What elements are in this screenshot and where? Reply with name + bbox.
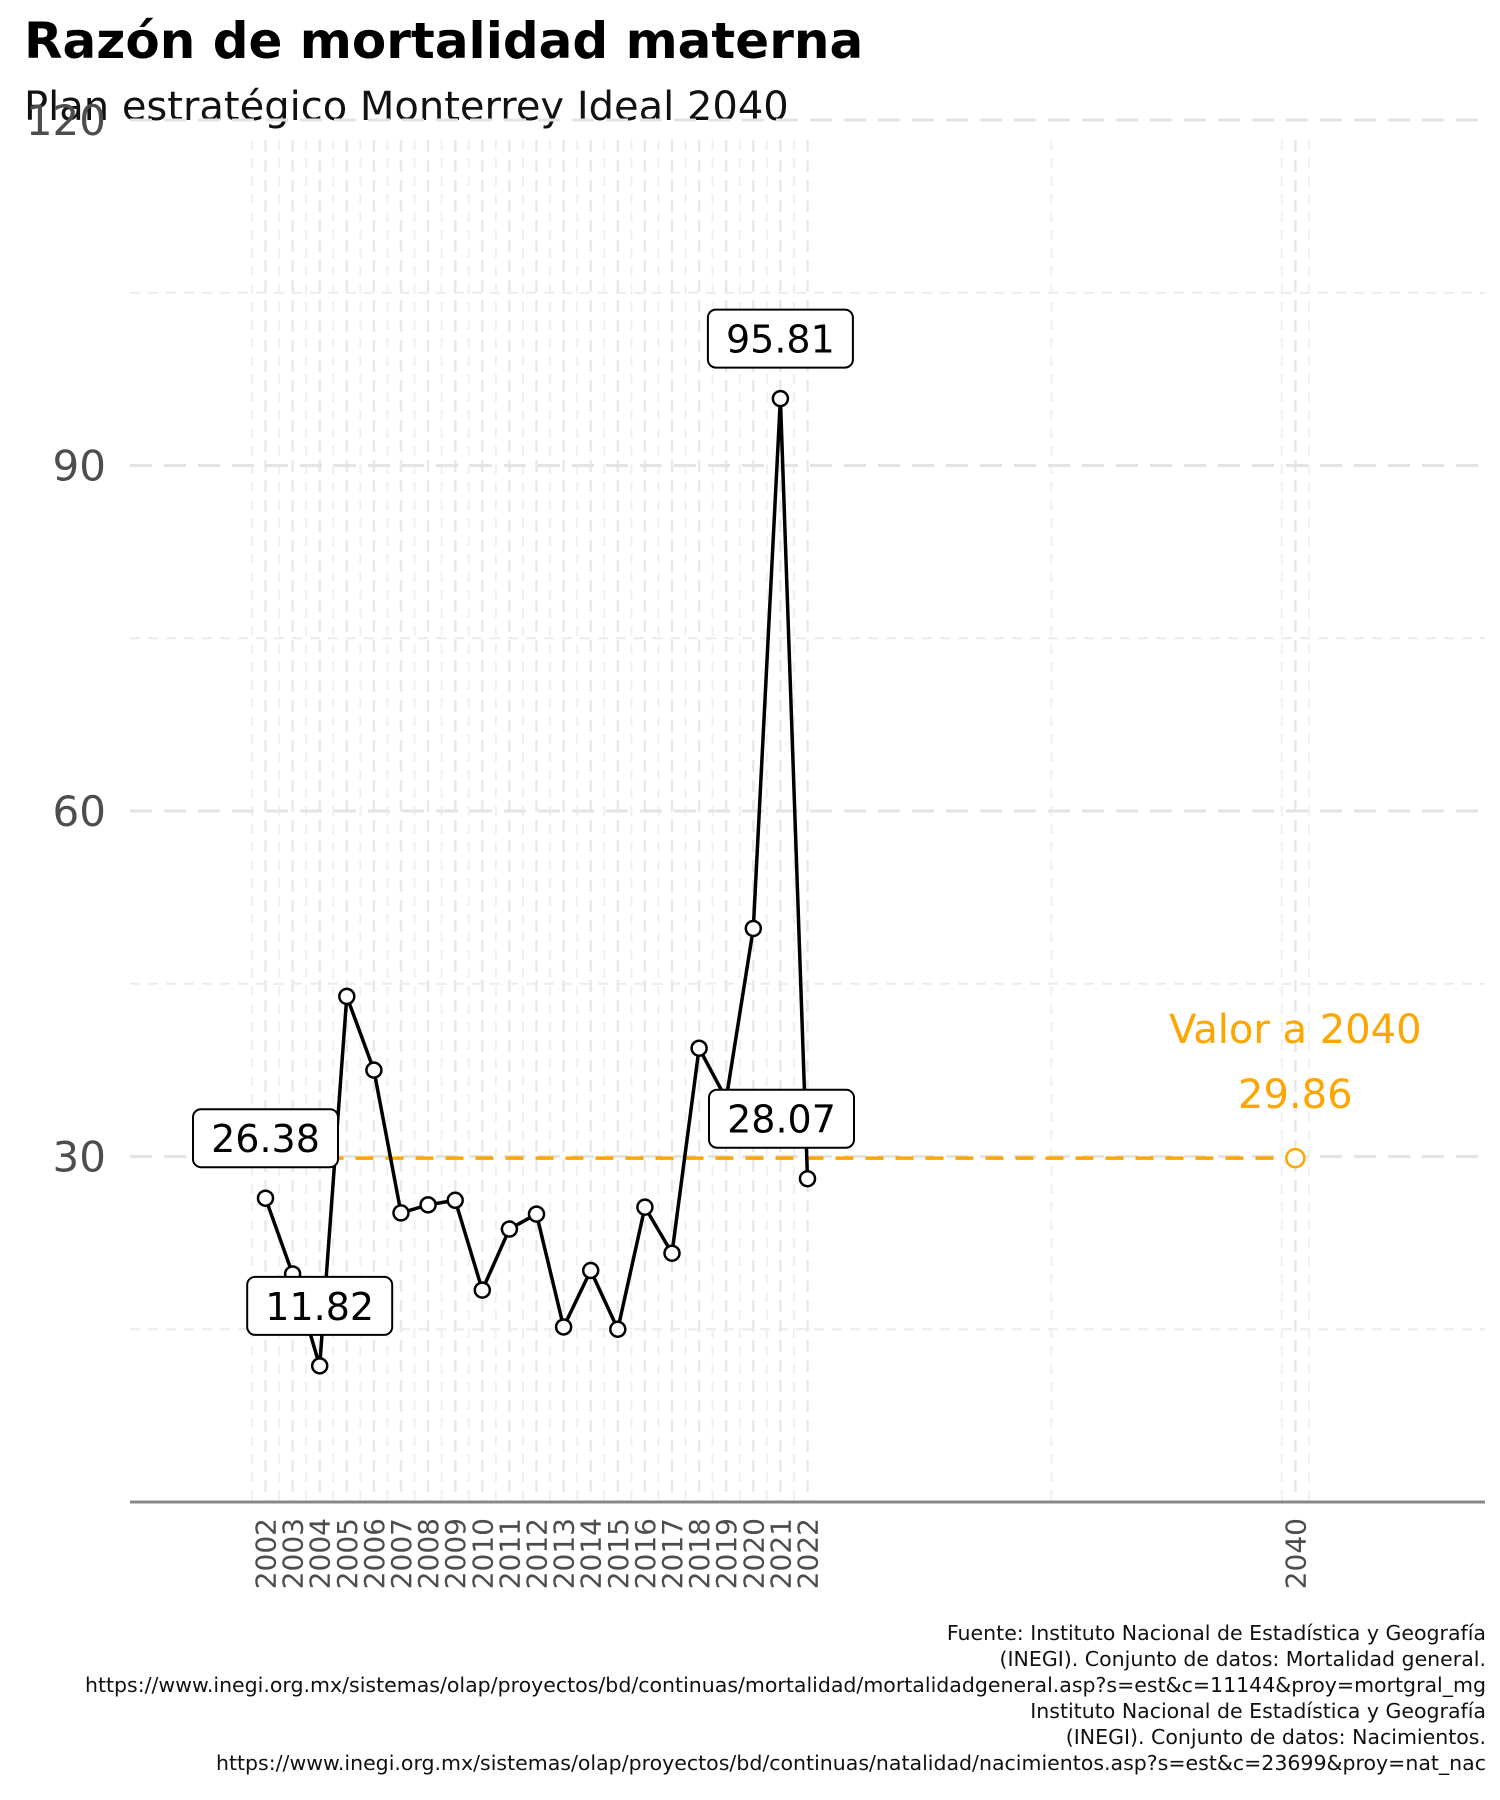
x-tick-label: 2022 [792, 1518, 825, 1589]
chart-title: Razón de mortalidad materna [24, 12, 864, 70]
data-label-text: 28.07 [727, 1098, 836, 1142]
data-point [744, 919, 763, 938]
data-point [581, 1261, 600, 1280]
data-point [690, 1039, 708, 1057]
y-tick-label: 30 [53, 1133, 106, 1182]
y-tick-label: 60 [53, 787, 106, 836]
x-tick-label: 2007 [385, 1518, 418, 1589]
data-label-text: 11.82 [265, 1285, 374, 1329]
x-tick-label: 2018 [683, 1518, 716, 1589]
x-tick-label: 2004 [304, 1518, 337, 1589]
data-label-text: 26.38 [211, 1117, 320, 1161]
caption-line: Fuente: Instituto Nacional de Estadístic… [946, 1621, 1486, 1645]
data-label-box [708, 1088, 855, 1149]
x-tick-label: 2040 [1279, 1518, 1312, 1589]
x-tick-label: 2006 [358, 1518, 391, 1589]
x-tick-label: 2008 [412, 1518, 445, 1589]
data-point [365, 1061, 383, 1079]
y-tick-label: 90 [53, 442, 106, 491]
data-point [663, 1244, 681, 1262]
x-tick-label: 2014 [575, 1518, 608, 1589]
data-point [636, 1198, 654, 1216]
data-point [473, 1281, 492, 1299]
data-label-text: 95.81 [726, 318, 835, 362]
x-tick-label: 2016 [629, 1518, 662, 1589]
y-tick-label: 120 [26, 96, 106, 145]
x-tick-label: 2003 [277, 1518, 310, 1589]
x-tick-label: 2012 [521, 1518, 554, 1589]
data-label: 11.82 [246, 1275, 394, 1336]
caption-line: https://www.inegi.org.mx/sistemas/olap/p… [215, 1751, 1486, 1775]
chart-subtitle: Plan estratégico Monterrey Ideal 2040 [24, 84, 789, 130]
data-point [798, 1169, 817, 1188]
data-label-box [246, 1275, 394, 1336]
x-tick-label: 2013 [548, 1518, 581, 1589]
x-tick-label: 2002 [250, 1518, 283, 1589]
data-point [338, 987, 356, 1006]
data-label: 95.81 [706, 308, 854, 369]
x-tick-label: 2005 [331, 1518, 364, 1589]
source-caption: Fuente: Instituto Nacional de Estadístic… [85, 1620, 1486, 1776]
caption-line: (INEGI). Conjunto de datos: Mortalidad g… [999, 1647, 1486, 1671]
data-point [500, 1220, 519, 1238]
x-tick-label: 2021 [764, 1518, 797, 1589]
target-point [1285, 1147, 1306, 1169]
data-point [256, 1189, 275, 1207]
caption-line: https://www.inegi.org.mx/sistemas/olap/p… [84, 1673, 1486, 1697]
data-point [419, 1196, 437, 1214]
data-point [446, 1191, 464, 1210]
data-point [609, 1320, 627, 1338]
caption-line: (INEGI). Conjunto de datos: Nacimientos. [1065, 1725, 1486, 1749]
data-point [310, 1357, 329, 1375]
target-annotation-label: Valor a 2040 [1169, 1007, 1422, 1053]
data-point [554, 1318, 573, 1336]
x-tick-label: 2011 [493, 1518, 526, 1589]
caption-line: Instituto Nacional de Estadística y Geog… [1030, 1699, 1486, 1723]
data-point [392, 1204, 410, 1222]
data-point [527, 1205, 546, 1223]
x-tick-label: 2019 [710, 1518, 743, 1589]
data-label-box [706, 308, 854, 369]
x-tick-label: 2010 [466, 1518, 499, 1589]
x-tick-label: 2020 [737, 1518, 770, 1589]
target-annotation-value: 29.86 [1238, 1072, 1353, 1118]
data-label-box [192, 1108, 339, 1169]
x-tick-label: 2015 [602, 1518, 635, 1589]
x-tick-label: 2017 [656, 1518, 689, 1589]
data-label: 28.07 [708, 1088, 855, 1149]
data-point [771, 389, 790, 408]
x-tick-label: 2009 [439, 1518, 472, 1589]
data-label: 26.38 [192, 1108, 339, 1169]
